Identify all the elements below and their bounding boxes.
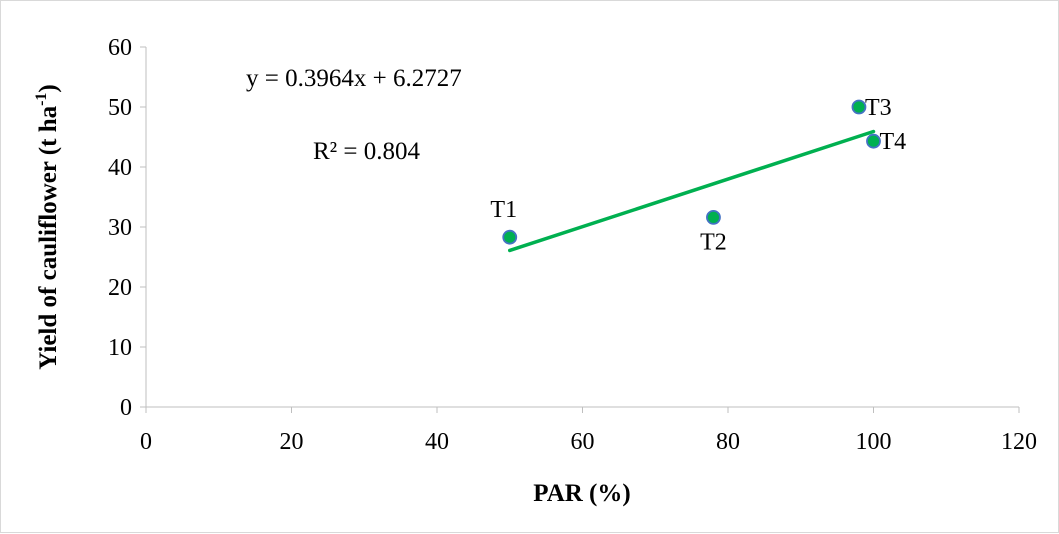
point-label: T2 — [700, 229, 727, 255]
y-axis-title: Yield of cauliflower (t ha-1) — [33, 84, 62, 370]
y-tick-label: 0 — [120, 395, 132, 421]
x-tick-label: 100 — [856, 429, 892, 455]
y-tick-label: 50 — [108, 95, 132, 121]
y-tick-label: 10 — [108, 335, 132, 361]
y-axis-title-text: Yield of cauliflower (t ha — [35, 105, 62, 369]
point-label: T4 — [880, 129, 907, 155]
point-label: T1 — [490, 197, 517, 223]
trendline-equation: y = 0.3964x + 6.2727 — [246, 65, 462, 92]
y-tick-label: 40 — [108, 155, 132, 181]
x-tick-label: 120 — [1001, 429, 1037, 455]
data-point — [866, 133, 881, 149]
x-tick-label: 40 — [425, 429, 449, 455]
x-tick-label: 0 — [140, 429, 152, 455]
points-layer: T1 T2 T3 T4 — [490, 95, 906, 255]
data-point — [851, 99, 867, 115]
y-tick-label: 60 — [108, 35, 132, 61]
y-tick-label: 20 — [108, 275, 132, 301]
data-point — [502, 229, 518, 245]
trendline-layer — [508, 129, 876, 253]
y-axis-title-superscript: -1 — [33, 93, 50, 106]
data-point — [706, 209, 721, 225]
point-label: T3 — [865, 95, 892, 121]
x-axis-title: PAR (%) — [533, 480, 630, 507]
r-squared-label: R² = 0.804 — [313, 138, 421, 165]
x-tick-label: 80 — [716, 429, 740, 455]
x-tick-label: 60 — [571, 429, 595, 455]
trendline — [508, 129, 876, 253]
axes-layer: 0 10 20 30 40 50 60 0 20 40 60 80 100 120 — [108, 35, 1037, 455]
y-tick-label: 30 — [108, 215, 132, 241]
y-axis-title-suffix: ) — [35, 84, 62, 92]
x-tick-label: 20 — [280, 429, 304, 455]
